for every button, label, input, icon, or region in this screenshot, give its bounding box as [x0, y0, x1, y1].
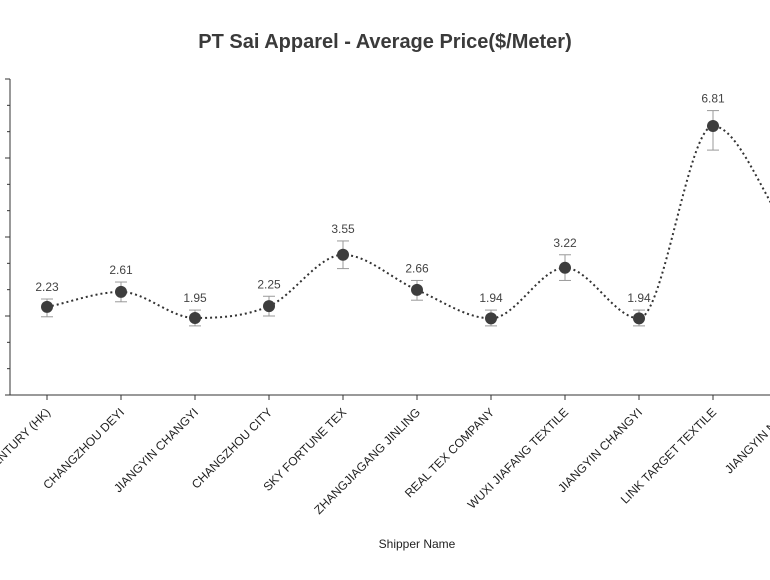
x-tick-label: JIANGYIN NEW: [722, 405, 770, 477]
data-label: 2.61: [109, 263, 133, 277]
chart-title: PT Sai Apparel - Average Price($/Meter): [198, 31, 571, 53]
data-label: 2.25: [257, 277, 281, 291]
data-label: 2.66: [405, 261, 429, 275]
data-point: [707, 120, 719, 133]
x-tick-label: JIANGYIN CHANGYI: [111, 405, 201, 495]
data-point: [633, 312, 645, 325]
data-point: [337, 248, 349, 261]
data-label: 1.95: [183, 291, 207, 305]
data-label: 1.94: [479, 291, 503, 305]
x-tick-label: CHANGZHOU CITY: [189, 405, 275, 491]
markers: [41, 120, 719, 325]
error-bars: [41, 110, 719, 327]
data-point: [263, 300, 275, 313]
data-point: [485, 312, 497, 325]
axes: [5, 78, 770, 400]
data-point: [559, 261, 571, 274]
data-label: 2.23: [35, 280, 59, 294]
data-label: 6.81: [701, 92, 725, 106]
data-point: [411, 283, 423, 296]
x-tick-label: CHANGZHOU DEYI: [40, 405, 127, 492]
data-point: [41, 300, 53, 313]
data-labels: 2.23 2.61 1.95 2.25 3.55 2.66 1.94 3.22 1.94 6.81: [35, 92, 725, 305]
x-tick-label: SKY FORTUNE TEX: [260, 405, 349, 494]
x-axis-label: Shipper Name: [379, 537, 456, 551]
series-line: [46, 125, 770, 320]
data-label: 1.94: [627, 291, 651, 305]
x-tick-label: CENTURY (HK): [0, 405, 53, 475]
data-label: 3.22: [553, 236, 577, 250]
data-point: [189, 311, 201, 324]
data-label: 3.55: [331, 222, 355, 236]
data-point: [115, 285, 127, 298]
